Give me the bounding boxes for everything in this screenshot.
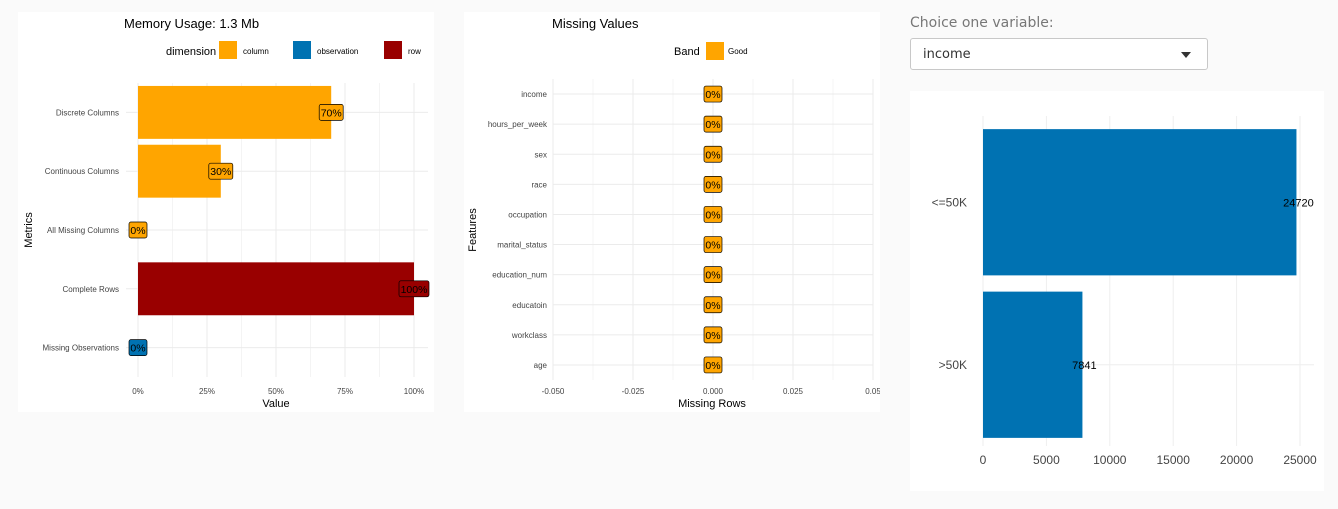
memory-bar-complete-rows [138,262,414,316]
memory-data-label: 30% [210,166,231,178]
missing-x-axis-title: Missing Rows [678,398,746,410]
memory-y-tick-label: All Missing Columns [47,226,119,235]
missing-data-label: 0% [705,89,720,101]
memory-data-label: 100% [401,284,428,296]
income-y-tick-label: <=50K [932,195,967,209]
income-x-tick-label: 0 [980,453,987,467]
missing-x-tick-label: 0.000 [703,387,724,396]
missing-data-label-box [703,326,723,344]
missing-data-label-box [703,236,723,253]
missing-y-tick-label: educatoin [512,301,547,310]
income-bar-50k [983,291,1083,438]
income-chart: 24720 7841 <=50K >50K 0 5000 10000 15000 20000… [932,116,1317,467]
missing-y-tick-label: hours_per_week [488,120,548,129]
memory-legend-key-column [219,41,237,59]
memory-data-label: 0% [130,343,145,355]
missing-data-label-box [703,206,723,223]
memory-x-tick-label: 25% [199,387,215,396]
memory-chart-legend: dimension column observation row [166,41,421,59]
missing-y-tick-label: race [531,180,547,189]
memory-x-tick-label: 0% [132,387,144,396]
missing-data-label: 0% [705,240,720,252]
missing-data-label: 0% [705,209,720,221]
missing-data-label-box [703,115,723,133]
missing-y-tick-label: occupation [508,210,547,219]
missing-data-label: 0% [705,300,720,312]
memory-y-tick-label: Complete Rows [63,285,119,294]
memory-data-label-box [128,221,148,239]
missing-data-label-box [703,145,723,163]
missing-y-axis-title: Features [467,208,479,252]
memory-data-label-box [318,104,344,121]
missing-data-label: 0% [705,270,720,282]
missing-x-tick-label: -0.050 [542,387,565,396]
memory-legend-label-observation: observation [317,47,358,56]
memory-legend-key-observation [293,41,311,59]
memory-data-label: 0% [130,225,145,237]
income-x-tick-label: 10000 [1093,453,1127,467]
missing-x-tick-label: 0.05 [865,387,880,396]
memory-y-tick-label: Continuous Columns [45,167,119,176]
missing-y-tick-label: marital_status [497,241,547,250]
variable-select-label: Choice one variable: [910,15,1054,31]
income-bar-50k [983,129,1297,276]
missing-data-label-box [703,266,723,283]
memory-data-label-box [398,280,430,298]
variable-select-value: income [923,47,971,62]
memory-data-label-box [208,162,234,180]
missing-legend-key-good [706,42,724,60]
missing-chart-legend: Band Good [674,42,748,60]
income-data-label: 7841 [1072,360,1096,372]
missing-data-label-box [703,296,723,314]
missing-x-tick-label: 0.025 [783,387,804,396]
missing-data-label: 0% [705,119,720,131]
missing-data-label-box [703,176,723,193]
memory-usage-chart: Memory Usage: 1.3 Mb dimension column obs… [23,16,430,410]
memory-y-tick-label: Discrete Columns [56,108,119,117]
memory-chart-title: Memory Usage: 1.3 Mb [124,16,259,31]
missing-data-label-box [703,356,723,374]
missing-data-label: 0% [705,149,720,161]
income-x-tick-label: 15000 [1157,453,1191,467]
missing-legend-label-good: Good [728,47,748,56]
missing-values-panel: Missing Values Band Good 0% 0% 0% 0% 0% 0% 0% 0… [464,12,881,412]
income-y-tick-label: >50K [939,358,967,372]
income-data-label: 24720 [1283,197,1314,209]
missing-values-chart: Missing Values Band Good 0% 0% 0% 0% 0% 0% 0% 0… [467,16,881,410]
missing-chart-title: Missing Values [552,16,639,31]
missing-data-label: 0% [705,360,720,372]
memory-x-axis-title: Value [262,398,289,410]
missing-x-tick-label: -0.025 [622,387,645,396]
memory-bar-discrete-columns [138,85,332,139]
income-x-tick-label: 20000 [1220,453,1254,467]
missing-y-tick-label: education_num [492,271,547,280]
income-panel: 24720 7841 <=50K >50K 0 5000 10000 15000 20000… [910,91,1324,491]
missing-y-tick-label: workclass [511,331,547,340]
memory-data-label: 70% [321,107,342,119]
variable-select[interactable]: income [910,38,1208,70]
memory-data-label-box [128,339,148,356]
memory-legend-label-row: row [408,47,421,56]
memory-legend-label-column: column [243,47,269,56]
missing-y-tick-label: sex [535,150,547,159]
income-x-tick-label: 25000 [1283,453,1317,467]
missing-legend-title: Band [674,46,700,58]
memory-y-tick-label: Missing Observations [43,344,119,353]
memory-legend-key-row [384,41,402,59]
memory-x-tick-label: 75% [337,387,353,396]
income-x-tick-label: 5000 [1033,453,1060,467]
missing-data-label: 0% [705,330,720,342]
missing-y-tick-label: age [534,361,548,370]
missing-data-label-box [703,85,723,103]
memory-x-tick-label: 50% [268,387,284,396]
memory-legend-title: dimension [166,46,216,58]
missing-y-tick-label: income [521,90,547,99]
memory-x-tick-label: 100% [404,387,424,396]
memory-y-axis-title: Metrics [23,212,35,248]
memory-usage-panel: Memory Usage: 1.3 Mb dimension column obs… [18,12,434,412]
chevron-down-icon[interactable] [1181,52,1191,58]
memory-bar-continuous-columns [138,144,221,198]
missing-data-label: 0% [705,179,720,191]
